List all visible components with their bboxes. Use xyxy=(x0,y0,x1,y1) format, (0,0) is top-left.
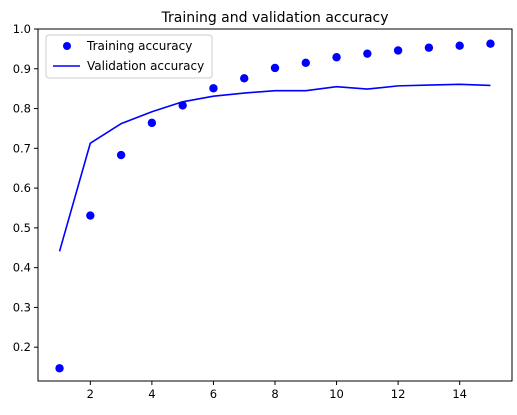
chart-title: Training and validation accuracy xyxy=(160,10,388,26)
y-tick-label: 0.4 xyxy=(13,261,31,275)
y-tick-label: 0.8 xyxy=(13,102,31,116)
validation-accuracy-line xyxy=(58,83,491,252)
training-accuracy-point xyxy=(393,46,403,55)
series-layer xyxy=(55,39,495,373)
legend-label-validation: Validation accuracy xyxy=(87,59,204,73)
training-accuracy-point xyxy=(116,150,126,160)
y-tick-label: 0.6 xyxy=(13,181,31,195)
y-tick-label: 0.7 xyxy=(13,141,31,155)
y-tick-label: 0.2 xyxy=(13,340,31,354)
training-accuracy-point xyxy=(424,43,434,52)
training-accuracy-point xyxy=(455,41,464,50)
x-axis: 2 4 6 8 10 12 14 xyxy=(87,381,467,401)
y-tick-label: 0.5 xyxy=(13,221,31,235)
legend-label-training: Training accuracy xyxy=(86,39,192,53)
x-tick-label: 12 xyxy=(391,387,406,401)
training-accuracy-point xyxy=(55,364,64,373)
y-axis: 0.2 0.3 0.4 0.5 0.6 0.7 0.8 0.9 1.0 xyxy=(13,22,38,354)
training-accuracy-point xyxy=(270,63,280,73)
training-accuracy-point xyxy=(332,53,341,62)
training-accuracy-point xyxy=(147,118,157,128)
x-tick-label: 10 xyxy=(329,387,344,401)
training-accuracy-point xyxy=(240,74,249,83)
plot-frame xyxy=(37,28,513,382)
training-accuracy-point xyxy=(486,39,495,48)
legend-marker-training xyxy=(63,42,71,50)
x-tick-label: 14 xyxy=(452,387,467,401)
x-tick-label: 2 xyxy=(87,387,94,401)
training-accuracy-point xyxy=(209,84,218,93)
training-accuracy-point xyxy=(301,58,310,68)
y-tick-label: 0.3 xyxy=(13,300,31,314)
y-tick-label: 0.9 xyxy=(13,62,31,76)
training-accuracy-point xyxy=(86,211,95,220)
legend: Training accuracy Validation accuracy xyxy=(45,34,213,79)
legend-box xyxy=(45,34,213,79)
x-tick-label: 4 xyxy=(148,387,155,401)
training-accuracy-point xyxy=(363,49,372,58)
x-tick-label: 8 xyxy=(271,387,278,401)
y-tick-label: 1.0 xyxy=(13,22,31,36)
x-tick-label: 6 xyxy=(210,387,217,401)
